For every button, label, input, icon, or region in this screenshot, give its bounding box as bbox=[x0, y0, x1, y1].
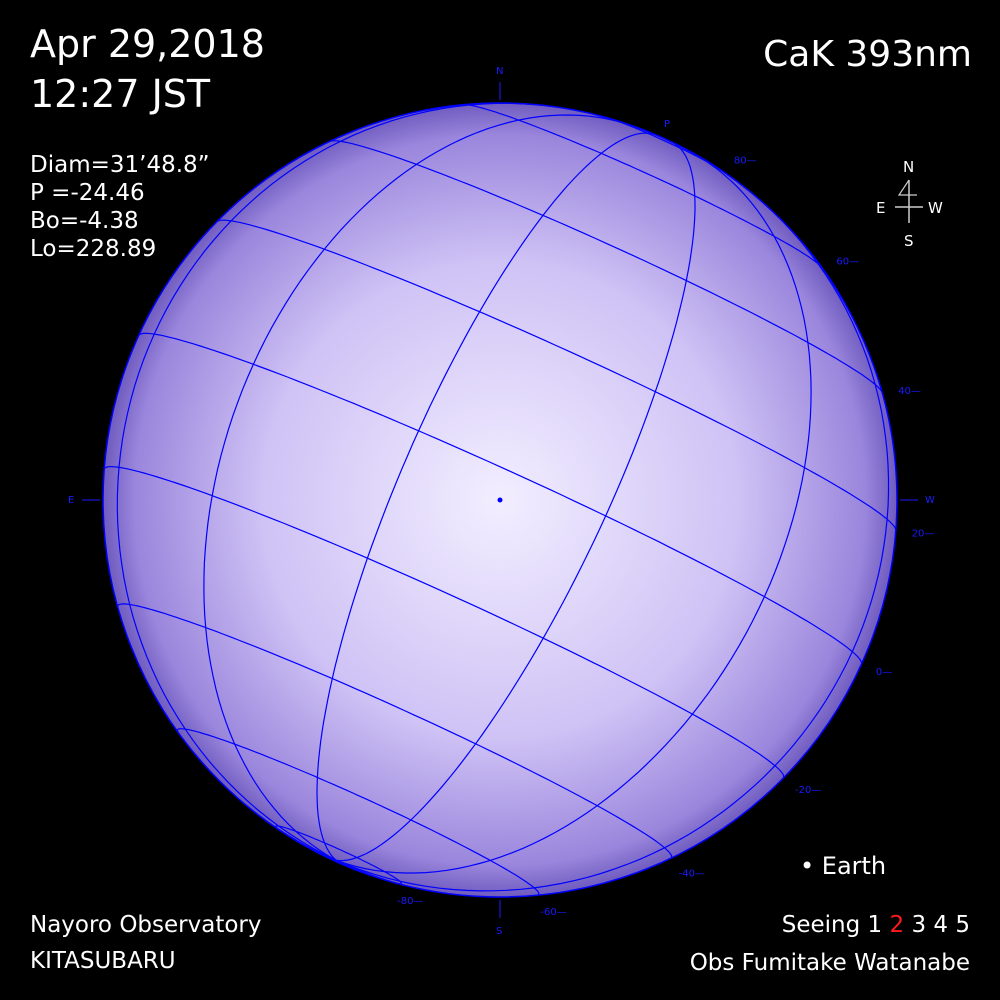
longitude-line bbox=[203, 114, 629, 861]
longitude-line bbox=[335, 859, 438, 893]
latitude-label: 0— bbox=[876, 667, 892, 678]
observer-name: Obs Fumitake Watanabe bbox=[689, 950, 970, 976]
latitude-line bbox=[176, 728, 540, 896]
latitude-label: 20— bbox=[912, 529, 935, 540]
seeing-value: 3 bbox=[904, 912, 927, 938]
latitude-label: 80— bbox=[734, 156, 757, 167]
longitude-line bbox=[116, 102, 550, 861]
seeing-label: Seeing bbox=[781, 912, 861, 938]
observatory-name: Nayoro Observatory bbox=[30, 912, 262, 938]
limb-marks: N S E W P bbox=[68, 66, 935, 937]
latitude-line bbox=[463, 104, 823, 268]
longitude-line bbox=[335, 203, 890, 892]
latitude-label: -20— bbox=[795, 785, 821, 796]
latitude-line bbox=[103, 465, 785, 778]
south-limb-mark: S bbox=[496, 926, 502, 937]
latitude-label: -40— bbox=[679, 868, 705, 879]
seeing-value: 1 bbox=[867, 912, 883, 938]
observation-date: Apr 29,2018 bbox=[30, 22, 265, 66]
pole-mark: P bbox=[664, 119, 670, 130]
latitude-line bbox=[329, 140, 883, 393]
seeing-value: 5 bbox=[948, 912, 970, 938]
latitude-labels: 80— 60— 40— 20— 0— -20— -40— -60— -80— bbox=[397, 156, 934, 918]
latitude-label: -60— bbox=[540, 907, 566, 918]
compass-w: W bbox=[928, 199, 943, 217]
latitude-line bbox=[216, 219, 897, 531]
longitude-line bbox=[335, 859, 343, 865]
compass-n: N bbox=[903, 158, 914, 176]
latitude-line bbox=[138, 332, 863, 665]
param-bo: Bo=-4.38 bbox=[30, 208, 139, 234]
seeing-scale: Seeing 1 2 3 4 5 bbox=[782, 912, 970, 938]
west-limb-mark: W bbox=[925, 495, 935, 506]
latitude-label: -80— bbox=[397, 896, 423, 907]
latitude-label: 60— bbox=[836, 256, 859, 267]
longitude-line bbox=[316, 132, 655, 861]
param-lo: Lo=228.89 bbox=[30, 236, 157, 262]
seeing-value: 2 bbox=[882, 912, 905, 938]
longitude-line bbox=[335, 859, 364, 874]
north-limb-mark: N bbox=[496, 66, 503, 77]
longitude-line bbox=[336, 142, 696, 862]
param-diameter: Diam=31’48.8” bbox=[30, 152, 210, 178]
compass-s: S bbox=[904, 232, 914, 250]
latitude-line bbox=[117, 603, 673, 859]
compass-rose: N E W S bbox=[876, 158, 943, 250]
disk-center-dot bbox=[497, 497, 503, 503]
compass-e: E bbox=[876, 199, 885, 217]
longitude-line bbox=[335, 156, 812, 874]
telescope-name: KITASUBARU bbox=[30, 948, 176, 974]
filter-wavelength: CaK 393nm bbox=[763, 34, 972, 75]
seeing-value: 4 bbox=[926, 912, 949, 938]
east-limb-mark: E bbox=[68, 495, 74, 506]
earth-legend: • Earth bbox=[800, 852, 887, 880]
latitude-label: 40— bbox=[898, 386, 921, 397]
longitude-line bbox=[244, 804, 337, 861]
param-p-angle: P =-24.46 bbox=[30, 180, 145, 206]
heliographic-grid bbox=[103, 102, 897, 896]
observation-time: 12:27 JST bbox=[30, 72, 211, 116]
